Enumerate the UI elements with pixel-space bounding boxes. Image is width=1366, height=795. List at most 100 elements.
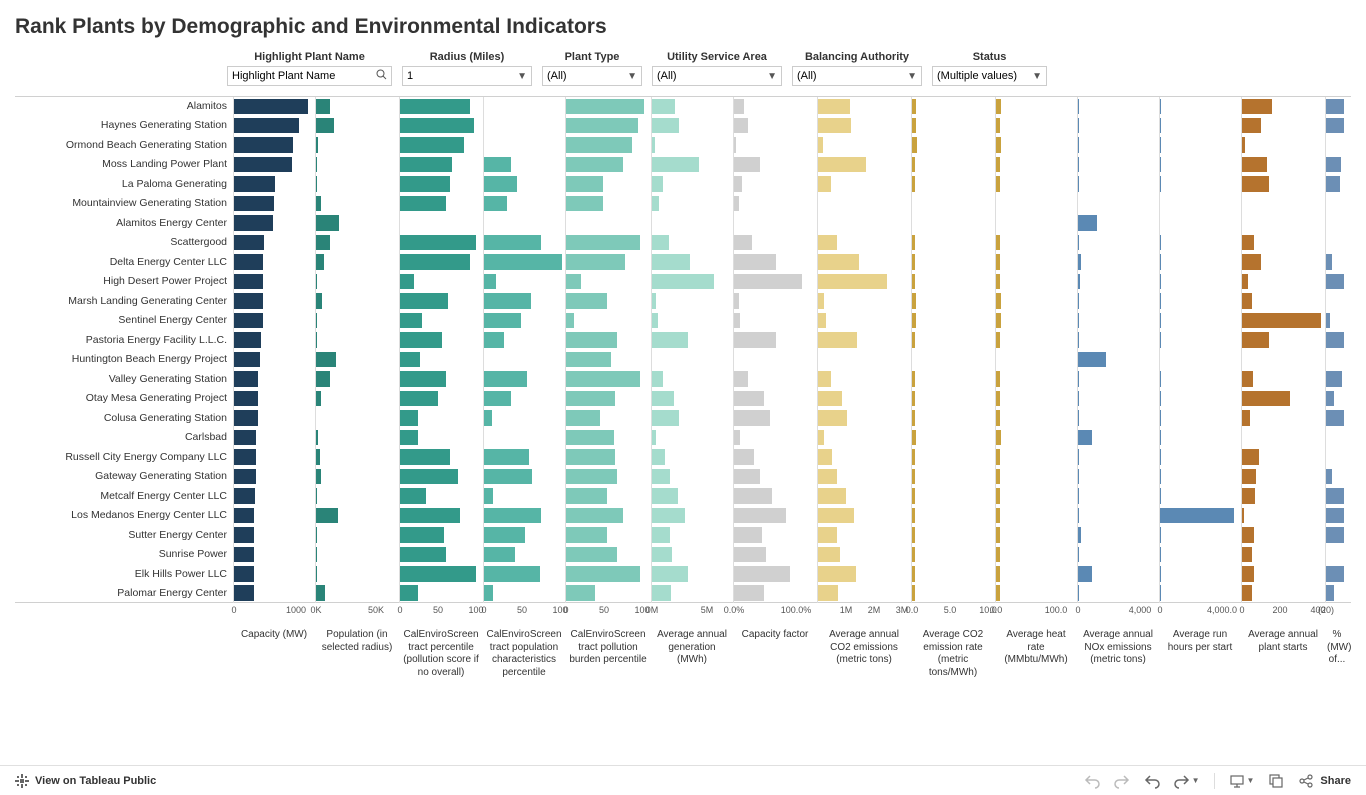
- bar[interactable]: [652, 527, 670, 543]
- bar[interactable]: [484, 313, 521, 329]
- bar[interactable]: [566, 488, 607, 504]
- undo-icon[interactable]: [1084, 773, 1100, 789]
- bar[interactable]: [400, 508, 460, 524]
- plant-label[interactable]: Gateway Generating Station: [15, 470, 233, 482]
- bar[interactable]: [484, 176, 517, 192]
- bar[interactable]: [1242, 566, 1254, 582]
- bar[interactable]: [818, 508, 854, 524]
- bar[interactable]: [1160, 274, 1161, 290]
- bar[interactable]: [1326, 410, 1344, 426]
- bar[interactable]: [1242, 469, 1256, 485]
- bar[interactable]: [316, 215, 339, 231]
- bar[interactable]: [566, 118, 638, 134]
- bar[interactable]: [1078, 469, 1079, 485]
- bar[interactable]: [1326, 371, 1342, 387]
- plant-label[interactable]: Sunrise Power: [15, 548, 233, 560]
- bar[interactable]: [566, 99, 644, 115]
- bar[interactable]: [734, 469, 760, 485]
- bar[interactable]: [734, 254, 776, 270]
- bar[interactable]: [996, 410, 1000, 426]
- bar[interactable]: [1326, 469, 1332, 485]
- bar[interactable]: [818, 235, 837, 251]
- bar[interactable]: [566, 430, 614, 446]
- bar[interactable]: [566, 566, 640, 582]
- bar[interactable]: [484, 371, 527, 387]
- bar[interactable]: [652, 137, 655, 153]
- bar[interactable]: [400, 99, 470, 115]
- bar[interactable]: [1326, 176, 1340, 192]
- bar[interactable]: [912, 254, 915, 270]
- bar[interactable]: [996, 99, 1001, 115]
- bar[interactable]: [818, 176, 831, 192]
- bar[interactable]: [316, 157, 317, 173]
- bar[interactable]: [912, 99, 916, 115]
- bar[interactable]: [818, 488, 846, 504]
- bar[interactable]: [234, 352, 260, 368]
- bar[interactable]: [234, 527, 254, 543]
- bar[interactable]: [818, 469, 837, 485]
- share-button[interactable]: Share: [1298, 773, 1351, 789]
- bar[interactable]: [1160, 391, 1161, 407]
- bar[interactable]: [484, 274, 496, 290]
- bar[interactable]: [484, 157, 511, 173]
- bar[interactable]: [400, 449, 450, 465]
- bar[interactable]: [1326, 508, 1344, 524]
- refresh-dropdown[interactable]: ▼: [1174, 773, 1200, 789]
- bar[interactable]: [566, 527, 607, 543]
- bar[interactable]: [818, 274, 887, 290]
- bar[interactable]: [734, 410, 770, 426]
- bar[interactable]: [1160, 410, 1161, 426]
- bar[interactable]: [652, 391, 674, 407]
- bar[interactable]: [234, 118, 299, 134]
- bar[interactable]: [1326, 274, 1344, 290]
- bar[interactable]: [234, 488, 255, 504]
- bar[interactable]: [484, 332, 504, 348]
- bar[interactable]: [566, 449, 615, 465]
- bar[interactable]: [484, 235, 541, 251]
- bar[interactable]: [996, 274, 1000, 290]
- bar[interactable]: [316, 196, 321, 212]
- dropdown[interactable]: (Multiple values)▼: [932, 66, 1047, 86]
- bar[interactable]: [912, 430, 916, 446]
- bar[interactable]: [1242, 176, 1269, 192]
- bar[interactable]: [996, 176, 1000, 192]
- bar[interactable]: [1160, 99, 1161, 115]
- bar[interactable]: [652, 585, 671, 601]
- bar[interactable]: [316, 508, 338, 524]
- bar[interactable]: [400, 196, 446, 212]
- bar[interactable]: [566, 137, 632, 153]
- bar[interactable]: [734, 566, 790, 582]
- bar[interactable]: [484, 566, 540, 582]
- plant-label[interactable]: Alamitos Energy Center: [15, 217, 233, 229]
- bar[interactable]: [818, 430, 824, 446]
- bar[interactable]: [234, 254, 263, 270]
- bar[interactable]: [484, 547, 515, 563]
- bar[interactable]: [996, 157, 1000, 173]
- plant-label[interactable]: Marsh Landing Generating Center: [15, 295, 233, 307]
- bar[interactable]: [1160, 547, 1161, 563]
- bar[interactable]: [566, 274, 581, 290]
- bar[interactable]: [818, 137, 823, 153]
- bar[interactable]: [734, 196, 739, 212]
- bar[interactable]: [1326, 118, 1344, 134]
- bar[interactable]: [1242, 118, 1261, 134]
- bar[interactable]: [652, 293, 656, 309]
- bar[interactable]: [1326, 99, 1344, 115]
- bar[interactable]: [1078, 488, 1079, 504]
- bar[interactable]: [1242, 157, 1267, 173]
- bar[interactable]: [652, 410, 679, 426]
- bar[interactable]: [234, 293, 263, 309]
- bar[interactable]: [912, 313, 916, 329]
- bar[interactable]: [400, 527, 444, 543]
- bar[interactable]: [400, 118, 474, 134]
- bar[interactable]: [996, 566, 1000, 582]
- bar[interactable]: [652, 508, 685, 524]
- bar[interactable]: [1242, 449, 1259, 465]
- plant-label[interactable]: Alamitos: [15, 100, 233, 112]
- bar[interactable]: [1078, 371, 1079, 387]
- bar[interactable]: [912, 332, 915, 348]
- bar[interactable]: [652, 566, 688, 582]
- bar[interactable]: [1242, 585, 1252, 601]
- bar[interactable]: [566, 235, 640, 251]
- bar[interactable]: [818, 410, 847, 426]
